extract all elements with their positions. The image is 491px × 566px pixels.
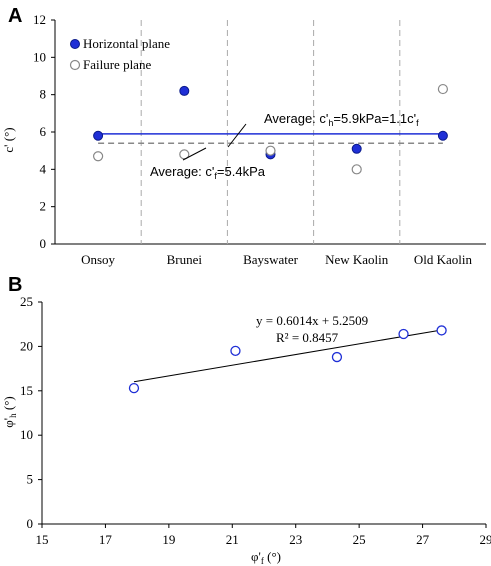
panel-a-y-axis-title: c' (°) (1, 127, 16, 152)
panel-a-y-tick-label: 8 (40, 87, 47, 102)
panel-b-y-tick-label: 5 (27, 472, 34, 487)
panel-a-category-label: Brunei (167, 252, 203, 267)
panel-b-y-tick-label: 25 (20, 294, 33, 309)
point-failure-plane (92, 151, 104, 162)
panel-a-y-tick-label: 12 (33, 12, 46, 27)
annotation-average-failure: Average: c'f=5.4kPa (150, 164, 266, 181)
panel-b-x-tick-label: 25 (353, 532, 366, 547)
panel-b-data-point (398, 328, 409, 340)
panel-a-y-tick-label: 2 (40, 199, 47, 214)
point-failure-plane (265, 145, 276, 156)
panel-b-x-tick-label: 15 (36, 532, 49, 547)
trendline (133, 329, 442, 383)
annotation-leader-h (227, 123, 247, 148)
point-failure-plane (351, 164, 362, 175)
panel-b-data-point (331, 351, 343, 363)
legend-label-horizontal: Horizontal plane (83, 36, 170, 51)
point-horizontal-plane (179, 85, 190, 96)
panel-b-x-tick-label: 27 (416, 532, 430, 547)
panel-b-plot-area: 0 5 10 15 20 25 15 17 19 21 23 25 27 29 (20, 294, 491, 547)
panel-b-x-tick-label: 21 (226, 532, 239, 547)
panel-a-y-tick-label: 0 (40, 236, 47, 251)
point-horizontal-plane (93, 130, 104, 141)
legend-marker-horizontal (70, 39, 80, 49)
panel-b-y-axis-title: φ'h (°) (1, 396, 18, 427)
annotation-leader-f (182, 147, 207, 161)
panel-b-x-tick-label: 19 (162, 532, 175, 547)
panel-b-y-tick-label: 20 (20, 338, 33, 353)
panel-a-category-label: New Kaolin (325, 252, 389, 267)
panel-a-y-tick-label: 10 (33, 49, 46, 64)
panel-b-y-tick-label: 10 (20, 427, 33, 442)
legend-marker-failure (69, 59, 81, 71)
panel-b-x-tick-label: 29 (480, 532, 491, 547)
panel-b-x-axis-title: φ'f (°) (251, 549, 281, 566)
panel-a-plot-area: 0 2 4 6 8 10 12 Onsoy Brunei Bayswater New Kaolin O… (33, 12, 486, 267)
panel-b-y-tick-label: 0 (27, 516, 34, 531)
panel-a-letter: A (8, 5, 22, 27)
panel-a-category-label: Old Kaolin (414, 252, 473, 267)
panel-b-x-tick-label: 23 (289, 532, 302, 547)
panel-a-category-label: Bayswater (243, 252, 299, 267)
legend-label-failure: Failure plane (83, 57, 151, 72)
point-horizontal-plane (351, 143, 362, 154)
panel-b-data-point (230, 345, 241, 356)
panel-b-data-point (128, 382, 140, 394)
trendline-r-squared: R² = 0.8457 (276, 330, 339, 345)
point-failure-plane (437, 83, 448, 95)
trendline-equation: y = 0.6014x + 5.2509 (256, 313, 368, 328)
panel-a-y-tick-label: 4 (40, 161, 47, 176)
annotation-average-horizontal: Average: c'h=5.9kPa=1.1c'f (264, 111, 419, 128)
panel-a-y-tick-label: 6 (40, 124, 47, 139)
panel-b-y-tick-label: 15 (20, 383, 33, 398)
panel-a-legend: Horizontal plane Failure plane (69, 36, 170, 72)
point-horizontal-plane (437, 130, 448, 141)
panel-a: A 0 2 4 6 8 10 12 Onsoy Brunei Bayswater New Kaoli… (1, 5, 486, 267)
panel-b: B 0 5 10 15 20 25 15 17 19 21 23 25 27 29 φ'h (°) φ'f… (1, 274, 491, 566)
panel-a-category-label: Onsoy (81, 252, 115, 267)
panel-b-letter: B (8, 274, 22, 296)
panel-b-data-point (436, 325, 447, 336)
panel-b-x-tick-label: 17 (99, 532, 113, 547)
